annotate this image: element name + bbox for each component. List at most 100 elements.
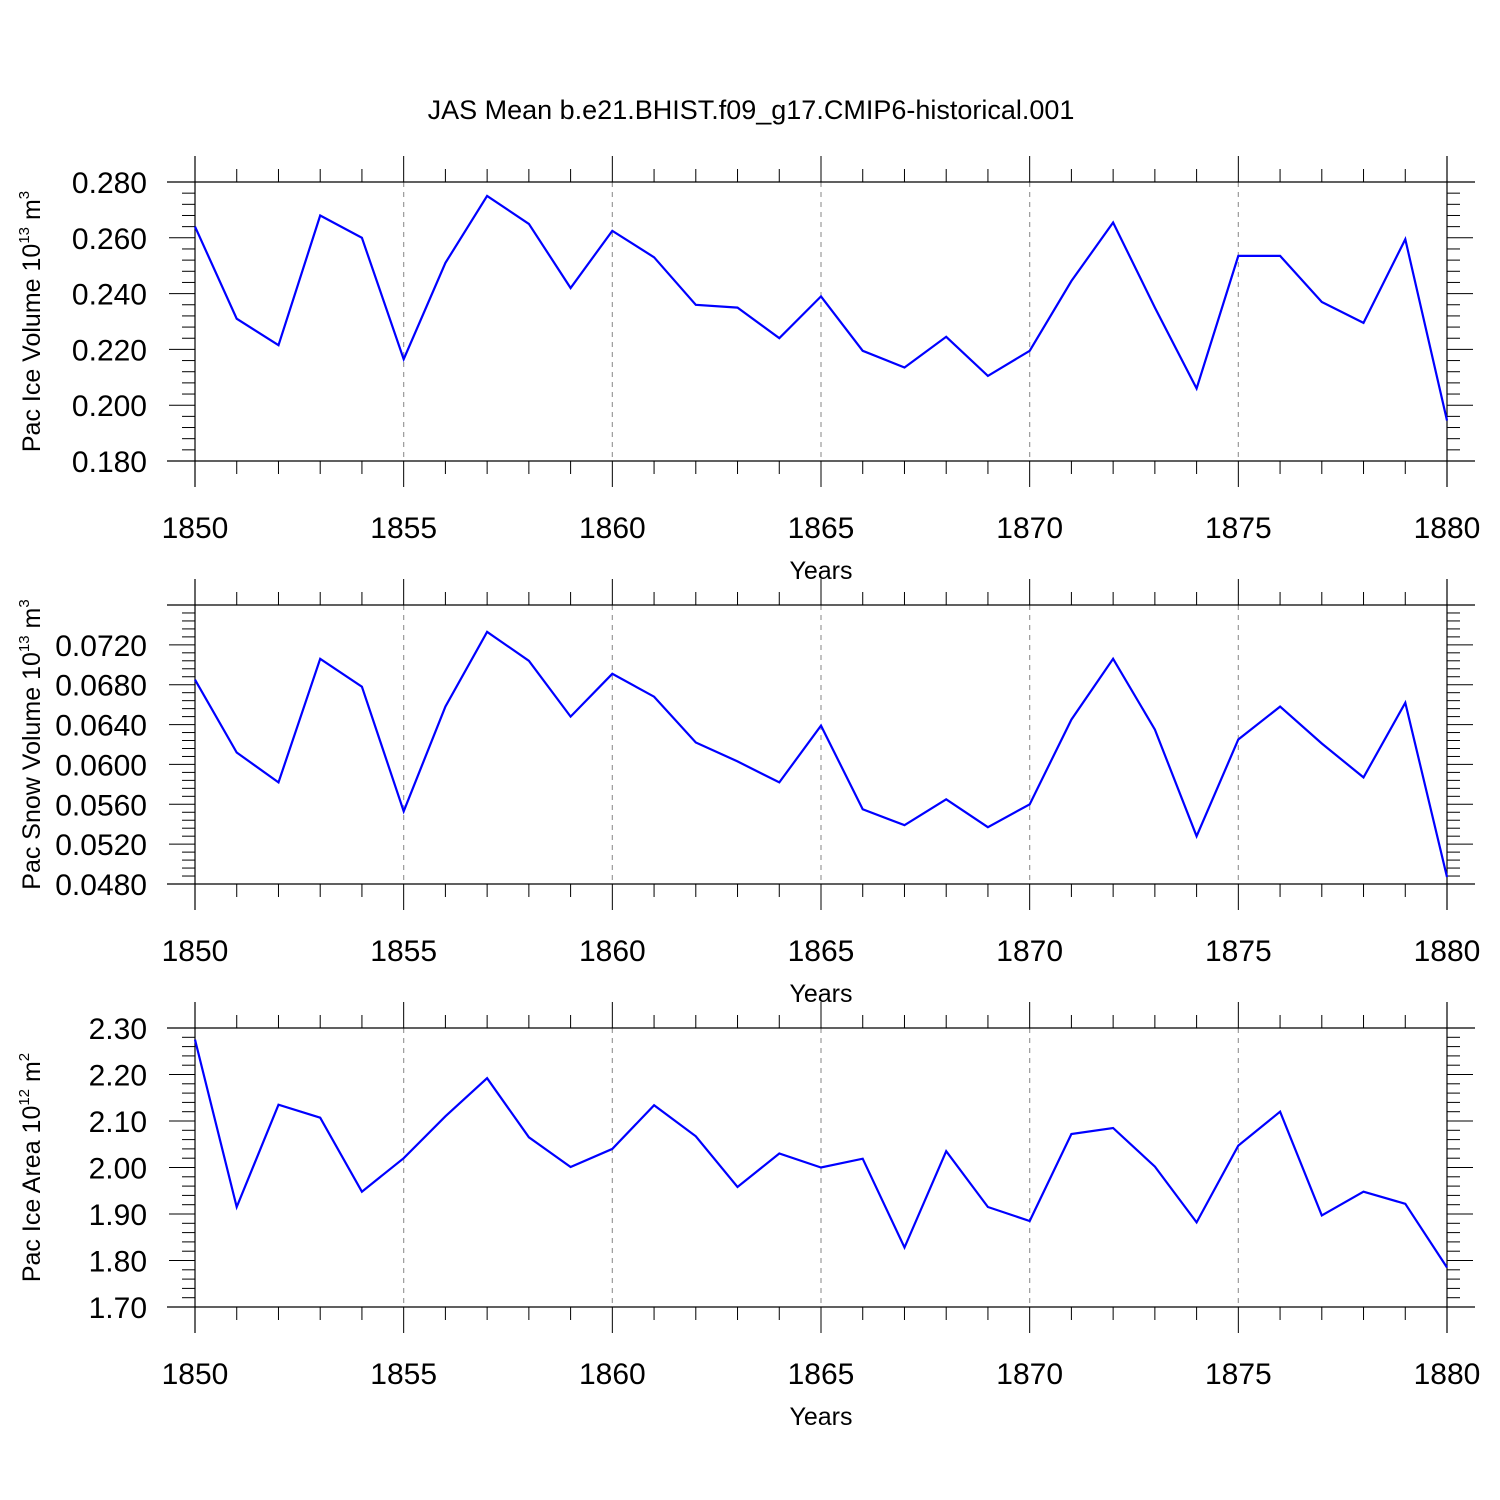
data-point: [1113, 222, 1114, 223]
y-tick-label: 0.0680: [55, 670, 147, 703]
data-point: [445, 262, 446, 263]
data-point: [987, 375, 988, 376]
y-tick-label: 0.0720: [55, 630, 147, 663]
data-point: [987, 827, 988, 828]
data-point: [236, 1207, 237, 1208]
y-tick-label: 0.200: [72, 390, 147, 423]
x-tick-label: 1880: [1414, 1358, 1481, 1391]
data-point: [654, 1105, 655, 1106]
data-point: [1071, 281, 1072, 282]
x-tick-label: 1850: [162, 512, 229, 545]
data-point: [904, 367, 905, 368]
x-tick-label: 1850: [162, 1358, 229, 1391]
data-point: [320, 215, 321, 216]
data-point: [737, 1187, 738, 1188]
data-point: [612, 673, 613, 674]
data-point: [1363, 777, 1364, 778]
data-point: [695, 304, 696, 305]
data-point: [361, 686, 362, 687]
data-point: [1071, 719, 1072, 720]
x-tick-label: 1855: [370, 1358, 437, 1391]
data-point: [570, 716, 571, 717]
x-tick-label: 1865: [788, 935, 855, 968]
y-tick-label: 0.0560: [55, 789, 147, 822]
data-point: [695, 742, 696, 743]
x-tick-label: 1870: [996, 935, 1063, 968]
data-point: [1113, 1127, 1114, 1128]
data-point: [1363, 322, 1364, 323]
figure-title: JAS Mean b.e21.BHIST.f09_g17.CMIP6-histo…: [428, 95, 1075, 125]
data-point: [946, 336, 947, 337]
data-point: [320, 658, 321, 659]
data-point: [528, 660, 529, 661]
x-tick-label: 1855: [370, 935, 437, 968]
x-tick-label: 1870: [996, 1358, 1063, 1391]
y-axis-label: Pac Ice Volume 1013 m3: [16, 191, 46, 452]
data-point: [821, 296, 822, 297]
x-tick-label: 1875: [1205, 1358, 1272, 1391]
data-point: [445, 706, 446, 707]
y-tick-label: 0.180: [72, 446, 147, 479]
data-point: [236, 752, 237, 753]
series-line: [193, 1039, 1448, 1269]
data-point: [403, 359, 404, 360]
data-point: [528, 1137, 529, 1138]
data-point: [862, 809, 863, 810]
data-point: [1029, 350, 1030, 351]
data-point: [779, 338, 780, 339]
x-tick-label: 1865: [788, 1358, 855, 1391]
y-tick-label: 0.280: [72, 167, 147, 200]
data-point: [1405, 239, 1406, 240]
data-point: [654, 257, 655, 258]
data-point: [904, 1247, 905, 1248]
data-point: [195, 226, 196, 227]
x-tick-label: 1880: [1414, 512, 1481, 545]
data-point: [1029, 1220, 1030, 1221]
data-point: [862, 1158, 863, 1159]
data-point: [195, 679, 196, 680]
data-point: [445, 1116, 446, 1117]
y-tick-label: 1.80: [89, 1246, 147, 1279]
x-tick-label: 1875: [1205, 935, 1272, 968]
y-tick-label: 1.90: [89, 1199, 147, 1232]
data-point: [1447, 1267, 1448, 1268]
data-point: [1321, 301, 1322, 302]
data-point: [278, 1104, 279, 1105]
data-point: [1447, 420, 1448, 421]
data-point: [195, 1039, 196, 1040]
data-point: [779, 782, 780, 783]
data-point: [1154, 307, 1155, 308]
data-point: [695, 1136, 696, 1137]
chart-panel-2: 1850 1855 1860 1865 1870 1875 1880 0.0480 0.0520…: [16, 579, 1480, 1008]
x-tick-label: 1855: [370, 512, 437, 545]
chart-panel-3: 1850 1855 1860 1865 1870 1875 1880 1.70 1.80 1.90…: [16, 1002, 1480, 1431]
data-point: [1321, 1215, 1322, 1216]
data-point: [737, 307, 738, 308]
data-point: [403, 1158, 404, 1159]
data-point: [487, 195, 488, 196]
x-tick-label: 1870: [996, 512, 1063, 545]
y-tick-label: 0.0600: [55, 749, 147, 782]
data-point: [1196, 836, 1197, 837]
data-point: [904, 825, 905, 826]
data-point: [737, 761, 738, 762]
y-tick-label: 2.00: [89, 1153, 147, 1186]
data-point: [1196, 388, 1197, 389]
data-point: [987, 1207, 988, 1208]
data-point: [570, 1167, 571, 1168]
data-point: [1280, 706, 1281, 707]
x-tick-label: 1860: [579, 1358, 646, 1391]
data-point: [821, 1167, 822, 1168]
series-line: [194, 630, 1449, 878]
data-point: [236, 318, 237, 319]
y-tick-label: 0.0520: [55, 829, 147, 862]
data-point: [278, 345, 279, 346]
data-point: [1405, 1203, 1406, 1204]
data-point: [1154, 729, 1155, 730]
data-point: [278, 782, 279, 783]
data-point: [612, 1148, 613, 1149]
data-point: [1238, 739, 1239, 740]
data-point: [612, 230, 613, 231]
data-point: [570, 288, 571, 289]
data-point: [1196, 1222, 1197, 1223]
